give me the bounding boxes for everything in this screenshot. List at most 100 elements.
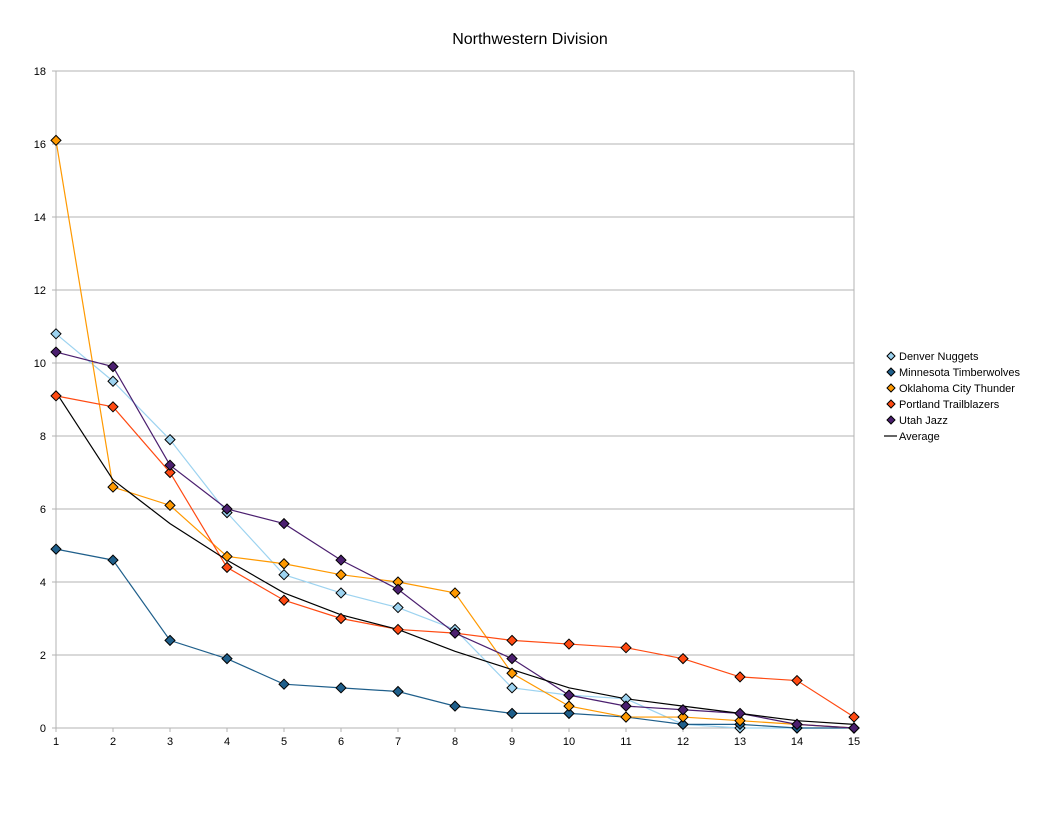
data-point-portland-trailblazers [164,466,176,479]
data-point-minnesota-timberwolves [278,678,290,690]
data-point-minnesota-timberwolves [677,718,689,731]
data-point-oklahoma-city-thunder [734,714,746,727]
data-point-denver-nuggets [506,682,518,694]
data-point-denver-nuggets [107,375,119,387]
x-tick-label: 3 [167,736,173,748]
data-point-oklahoma-city-thunder [449,587,461,599]
x-tick-label: 14 [791,736,803,748]
data-point-portland-trailblazers [734,671,746,683]
data-point-utah-jazz [50,346,62,358]
x-tick-label: 7 [395,736,401,748]
data-point-minnesota-timberwolves [563,707,575,720]
data-point-portland-trailblazers [107,401,119,413]
legend-marker-portland-trailblazers [886,399,896,409]
data-point-utah-jazz [392,583,404,596]
data-point-portland-trailblazers [677,652,689,665]
data-point-denver-nuggets [392,601,404,614]
data-point-oklahoma-city-thunder [164,499,176,512]
x-tick-label: 13 [734,736,746,748]
data-point-oklahoma-city-thunder [107,481,119,493]
x-tick-label: 9 [509,736,515,748]
y-tick-label: 10 [34,358,46,370]
y-tick-label: 2 [40,650,46,662]
data-point-denver-nuggets [278,568,290,581]
data-point-minnesota-timberwolves [449,700,461,712]
data-point-portland-trailblazers [563,638,575,650]
data-point-portland-trailblazers [848,711,860,723]
data-point-minnesota-timberwolves [50,543,62,555]
data-point-minnesota-timberwolves [335,682,347,694]
series-lines [55,140,855,729]
data-point-utah-jazz [848,722,860,734]
y-tick-label: 16 [34,139,46,151]
x-tick-label: 4 [224,736,230,748]
grid-lines [52,70,855,732]
data-point-oklahoma-city-thunder [50,134,62,147]
legend-label-denver-nuggets: Denver Nuggets [899,351,979,363]
y-tick-label: 18 [34,66,46,78]
legend-label-portland-trailblazers: Portland Trailblazers [899,399,1000,411]
data-point-utah-jazz [278,517,290,530]
x-axis-tick-labels: 1 2 3 4 5 6 7 8 9 10 11 12 13 14 15 [53,736,860,748]
x-tick-label: 11 [620,736,631,748]
data-point-portland-trailblazers [221,561,233,574]
legend-marker-denver-nuggets [886,351,896,361]
data-point-portland-trailblazers [278,594,290,606]
data-point-minnesota-timberwolves [221,652,233,665]
data-point-oklahoma-city-thunder [677,711,689,723]
data-point-portland-trailblazers [620,641,632,654]
data-point-portland-trailblazers [506,634,518,647]
x-tick-label: 5 [281,736,287,748]
y-tick-label: 0 [40,723,46,735]
data-point-portland-trailblazers [335,612,347,625]
data-point-oklahoma-city-thunder [620,711,632,723]
chart-title: Northwestern Division [452,31,608,48]
x-tick-label: 6 [338,736,344,748]
legend-marker-utah-jazz [886,415,896,425]
legend-label-minnesota-timberwolves: Minnesota Timberwolves [899,367,1021,379]
data-point-oklahoma-city-thunder [563,700,575,712]
data-point-portland-trailblazers [392,623,404,636]
data-point-utah-jazz [563,689,575,701]
data-point-portland-trailblazers [791,674,803,687]
data-point-utah-jazz [506,652,518,665]
legend-label-utah-jazz: Utah Jazz [899,415,948,427]
data-point-minnesota-timberwolves [164,634,176,647]
series-line-denver-nuggets [55,333,854,729]
x-tick-label: 15 [848,736,860,748]
data-point-minnesota-timberwolves [506,707,518,720]
data-point-utah-jazz [734,707,746,720]
y-tick-label: 14 [34,212,46,224]
data-point-oklahoma-city-thunder [335,568,347,581]
data-point-portland-trailblazers [50,390,62,402]
data-point-utah-jazz [677,704,689,716]
legend-marker-oklahoma-city-thunder [886,383,896,393]
data-point-minnesota-timberwolves [107,554,119,566]
data-point-utah-jazz [449,627,461,639]
legend: Denver Nuggets Minnesota Timberwolves Okla… [884,351,1021,443]
legend-label-average: Average [899,431,940,443]
series-line-portland-trailblazers [55,395,855,718]
data-point-denver-nuggets [335,587,347,599]
x-tick-label: 12 [677,736,689,748]
x-tick-label: 10 [563,736,575,748]
y-axis-tick-labels: 0 2 4 6 8 10 12 14 16 18 [34,66,46,735]
data-point-minnesota-timberwolves [392,685,404,698]
x-tick-label: 8 [452,736,458,748]
legend-label-oklahoma-city-thunder: Oklahoma City Thunder [899,383,1015,395]
data-point-denver-nuggets [164,433,176,446]
x-tick-label: 1 [53,736,59,748]
x-tick-label: 2 [110,736,116,748]
data-point-utah-jazz [335,554,347,566]
data-point-denver-nuggets [50,328,62,340]
data-point-utah-jazz [164,459,176,471]
data-point-utah-jazz [620,700,632,712]
data-point-utah-jazz [791,718,803,731]
data-point-utah-jazz [107,360,119,373]
y-tick-label: 8 [40,431,46,443]
y-tick-label: 12 [34,285,46,297]
series-line-utah-jazz [55,351,855,729]
series-line-average [55,391,855,725]
y-tick-label: 4 [40,577,46,589]
